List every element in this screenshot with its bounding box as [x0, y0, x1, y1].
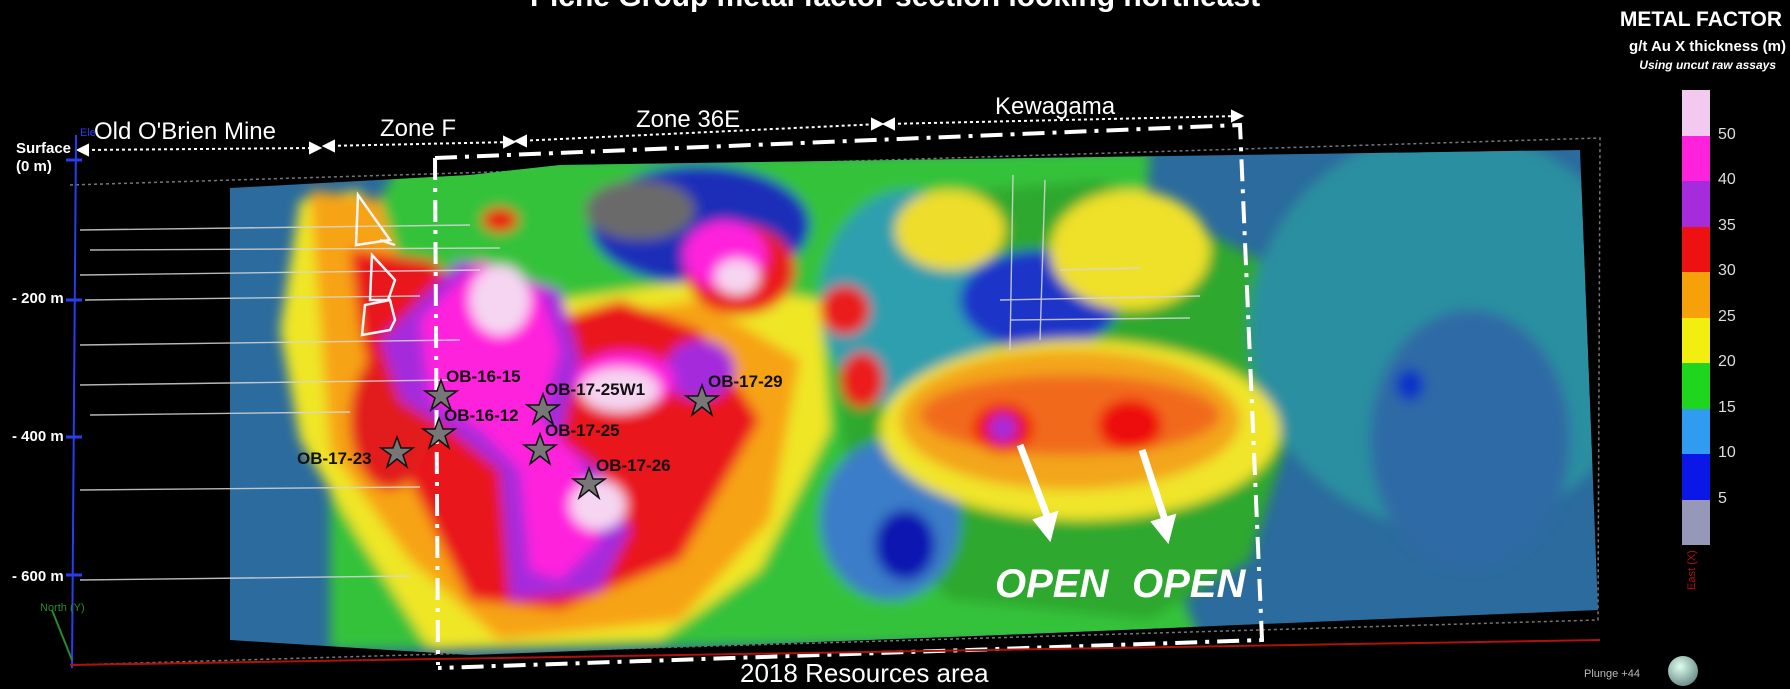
hole-label-ob-16-12: OB-16-12	[444, 406, 519, 425]
open-arrows	[1016, 443, 1177, 545]
star-ob-16-15	[422, 377, 460, 413]
zone-label-kewagama: Kewagama	[995, 93, 1116, 120]
legend-subtitle: g/t Au X thickness (m)	[1629, 38, 1786, 55]
hole-label-ob-17-25: OB-17-25	[545, 421, 620, 440]
legend-tick-label: 20	[1718, 353, 1736, 370]
zone-label-zone-f: Zone F	[380, 115, 457, 142]
star-ob-17-25w1	[524, 391, 562, 427]
legend-tick-label: 35	[1718, 216, 1736, 234]
drill-traces	[79, 174, 1201, 581]
legend-tick-label: 15	[1718, 398, 1736, 416]
open-label-2: OPEN	[1132, 562, 1246, 606]
legend-title: METAL FACTOR	[1619, 8, 1782, 31]
page-title: Piche Group metal factor section looking…	[0, 0, 1790, 14]
legend-tick-label: 25	[1718, 307, 1736, 325]
depth-axis	[51, 134, 1601, 669]
hole-label-ob-17-26: OB-17-26	[596, 456, 671, 475]
resources-area-label: 2018 Resources area	[740, 658, 989, 688]
legend-swatch	[1682, 226, 1710, 272]
drill-hole-stars	[378, 377, 721, 501]
hole-label-ob-17-29: OB-17-29	[708, 372, 783, 391]
star-ob-17-23	[378, 434, 416, 470]
star-ob-17-29	[683, 382, 721, 418]
compass-icon	[1668, 656, 1698, 686]
hole-label-ob-17-25w1: OB-17-25W1	[545, 380, 646, 399]
east-axis-label: East (X)	[1686, 550, 1698, 590]
elev-axis-label: Ele	[80, 127, 96, 139]
open-label-1: OPEN	[995, 562, 1109, 606]
depth-200m: - 200 m	[12, 290, 64, 307]
legend-note: Using uncut raw assays	[1639, 58, 1776, 72]
legend-swatch	[1682, 272, 1710, 318]
depth-400m: - 400 m	[12, 428, 64, 445]
depth-600m: - 600 m	[12, 568, 64, 585]
contour-body	[230, 150, 1598, 655]
plunge-label: Plunge +44	[1584, 668, 1640, 680]
star-ob-16-12	[420, 415, 458, 451]
depth-0m: (0 m)	[16, 158, 52, 175]
zone-arrows	[75, 109, 1245, 157]
surface-box	[69, 137, 1601, 666]
resource-boundary	[433, 122, 1265, 670]
legend-swatch	[1682, 454, 1710, 500]
legend-tick-label: 40	[1718, 171, 1736, 188]
metal-factor-section	[51, 109, 1601, 670]
legend-tick-label: 10	[1718, 444, 1736, 461]
north-axis-label: North (Y)	[40, 602, 85, 614]
legend-swatch	[1682, 181, 1710, 227]
star-ob-17-26	[570, 465, 608, 501]
hole-label-ob-17-23: OB-17-23	[297, 449, 372, 468]
legend-swatch	[1682, 90, 1710, 136]
hole-label-ob-16-15: OB-16-15	[446, 367, 521, 386]
legend-tick-label: 30	[1718, 262, 1736, 279]
depth-surface: Surface	[16, 140, 72, 157]
legend-swatch	[1682, 499, 1710, 545]
old-mine-outline	[354, 191, 397, 337]
zone-label-old-obrien: Old O'Brien Mine	[94, 118, 276, 145]
legend-swatch	[1682, 363, 1710, 409]
star-ob-17-25	[521, 431, 559, 467]
legend-swatch	[1682, 408, 1710, 454]
legend-tick-label: 5	[1718, 489, 1727, 507]
legend-swatch	[1682, 135, 1710, 181]
zone-label-zone-36e: Zone 36E	[636, 106, 741, 133]
legend-tick-label: 50	[1718, 125, 1736, 143]
legend-swatch	[1682, 317, 1710, 363]
